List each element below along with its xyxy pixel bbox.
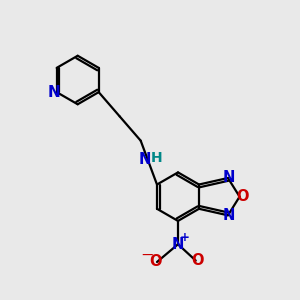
- Text: +: +: [180, 231, 190, 244]
- Text: H: H: [151, 151, 162, 165]
- Text: O: O: [236, 189, 249, 204]
- Text: N: N: [172, 237, 184, 252]
- Text: N: N: [223, 208, 235, 223]
- Text: O: O: [191, 253, 203, 268]
- Text: −: −: [140, 248, 153, 262]
- Text: O: O: [149, 254, 162, 269]
- Text: N: N: [48, 85, 61, 100]
- Text: N: N: [139, 152, 151, 167]
- Text: N: N: [223, 170, 235, 185]
